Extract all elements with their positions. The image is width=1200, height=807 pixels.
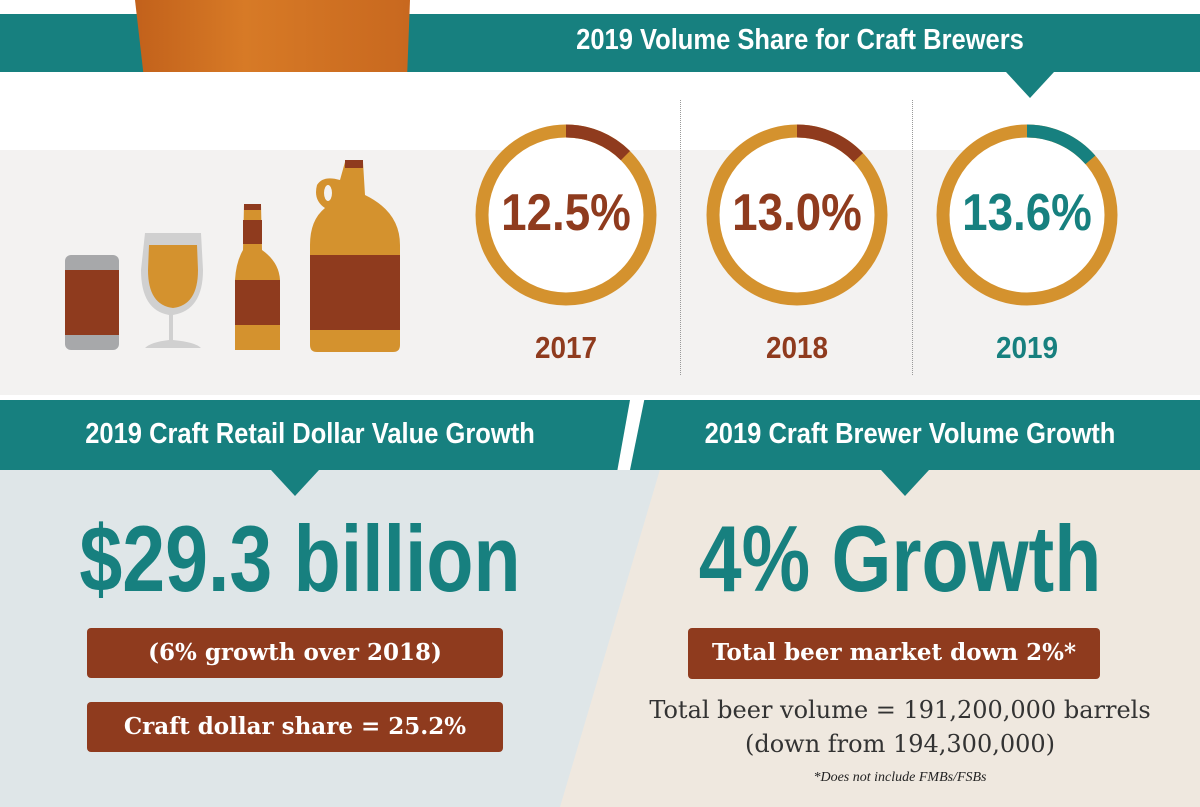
header-pointer bbox=[1006, 72, 1054, 98]
volume-share-title: 2019 Volume Share for Craft Brewers bbox=[576, 24, 1024, 56]
retail-header-bar bbox=[0, 400, 630, 470]
ring-share-arc bbox=[706, 124, 888, 306]
total-market-box: Total beer market down 2%* bbox=[688, 628, 1100, 679]
beer-bottle-icon bbox=[235, 204, 280, 350]
retail-growth-box: (6% growth over 2018) bbox=[87, 628, 503, 678]
beer-glass-image bbox=[135, 0, 410, 72]
share-percent: 13.0% bbox=[732, 184, 862, 242]
growler-icon bbox=[310, 160, 400, 352]
share-year: 2017 bbox=[534, 330, 598, 365]
footnote: *Does not include FMBs/FSBs bbox=[813, 770, 987, 785]
year-divider bbox=[680, 100, 681, 375]
retail-pointer bbox=[271, 470, 319, 496]
beer-can-icon bbox=[65, 255, 119, 350]
retail-value-headline: $29.3 billion bbox=[79, 506, 521, 611]
volume-share-ring bbox=[936, 124, 1118, 306]
ring-share-arc bbox=[936, 124, 1118, 306]
volume-growth-headline: 4% Growth bbox=[698, 506, 1102, 611]
volume-share-ring bbox=[475, 124, 657, 306]
total-volume-text: Total beer volume = 191,200,000 barrels bbox=[649, 696, 1151, 724]
share-year: 2019 bbox=[995, 330, 1059, 365]
craft-dollar-share-box: Craft dollar share = 25.2% bbox=[87, 702, 503, 752]
retail-title: 2019 Craft Retail Dollar Value Growth bbox=[85, 418, 535, 450]
ring-share-arc bbox=[475, 124, 657, 306]
volume-pointer bbox=[881, 470, 929, 496]
volume-title: 2019 Craft Brewer Volume Growth bbox=[704, 418, 1116, 450]
year-divider bbox=[912, 100, 913, 375]
share-percent: 13.6% bbox=[962, 184, 1092, 242]
share-year: 2018 bbox=[765, 330, 829, 365]
tulip-glass-icon bbox=[141, 233, 203, 348]
previous-volume-text: (down from 194,300,000) bbox=[744, 730, 1056, 758]
share-percent: 12.5% bbox=[501, 184, 631, 242]
volume-header-bar bbox=[630, 400, 1200, 470]
beer-vessels-illustration bbox=[65, 160, 400, 352]
volume-share-ring bbox=[706, 124, 888, 306]
